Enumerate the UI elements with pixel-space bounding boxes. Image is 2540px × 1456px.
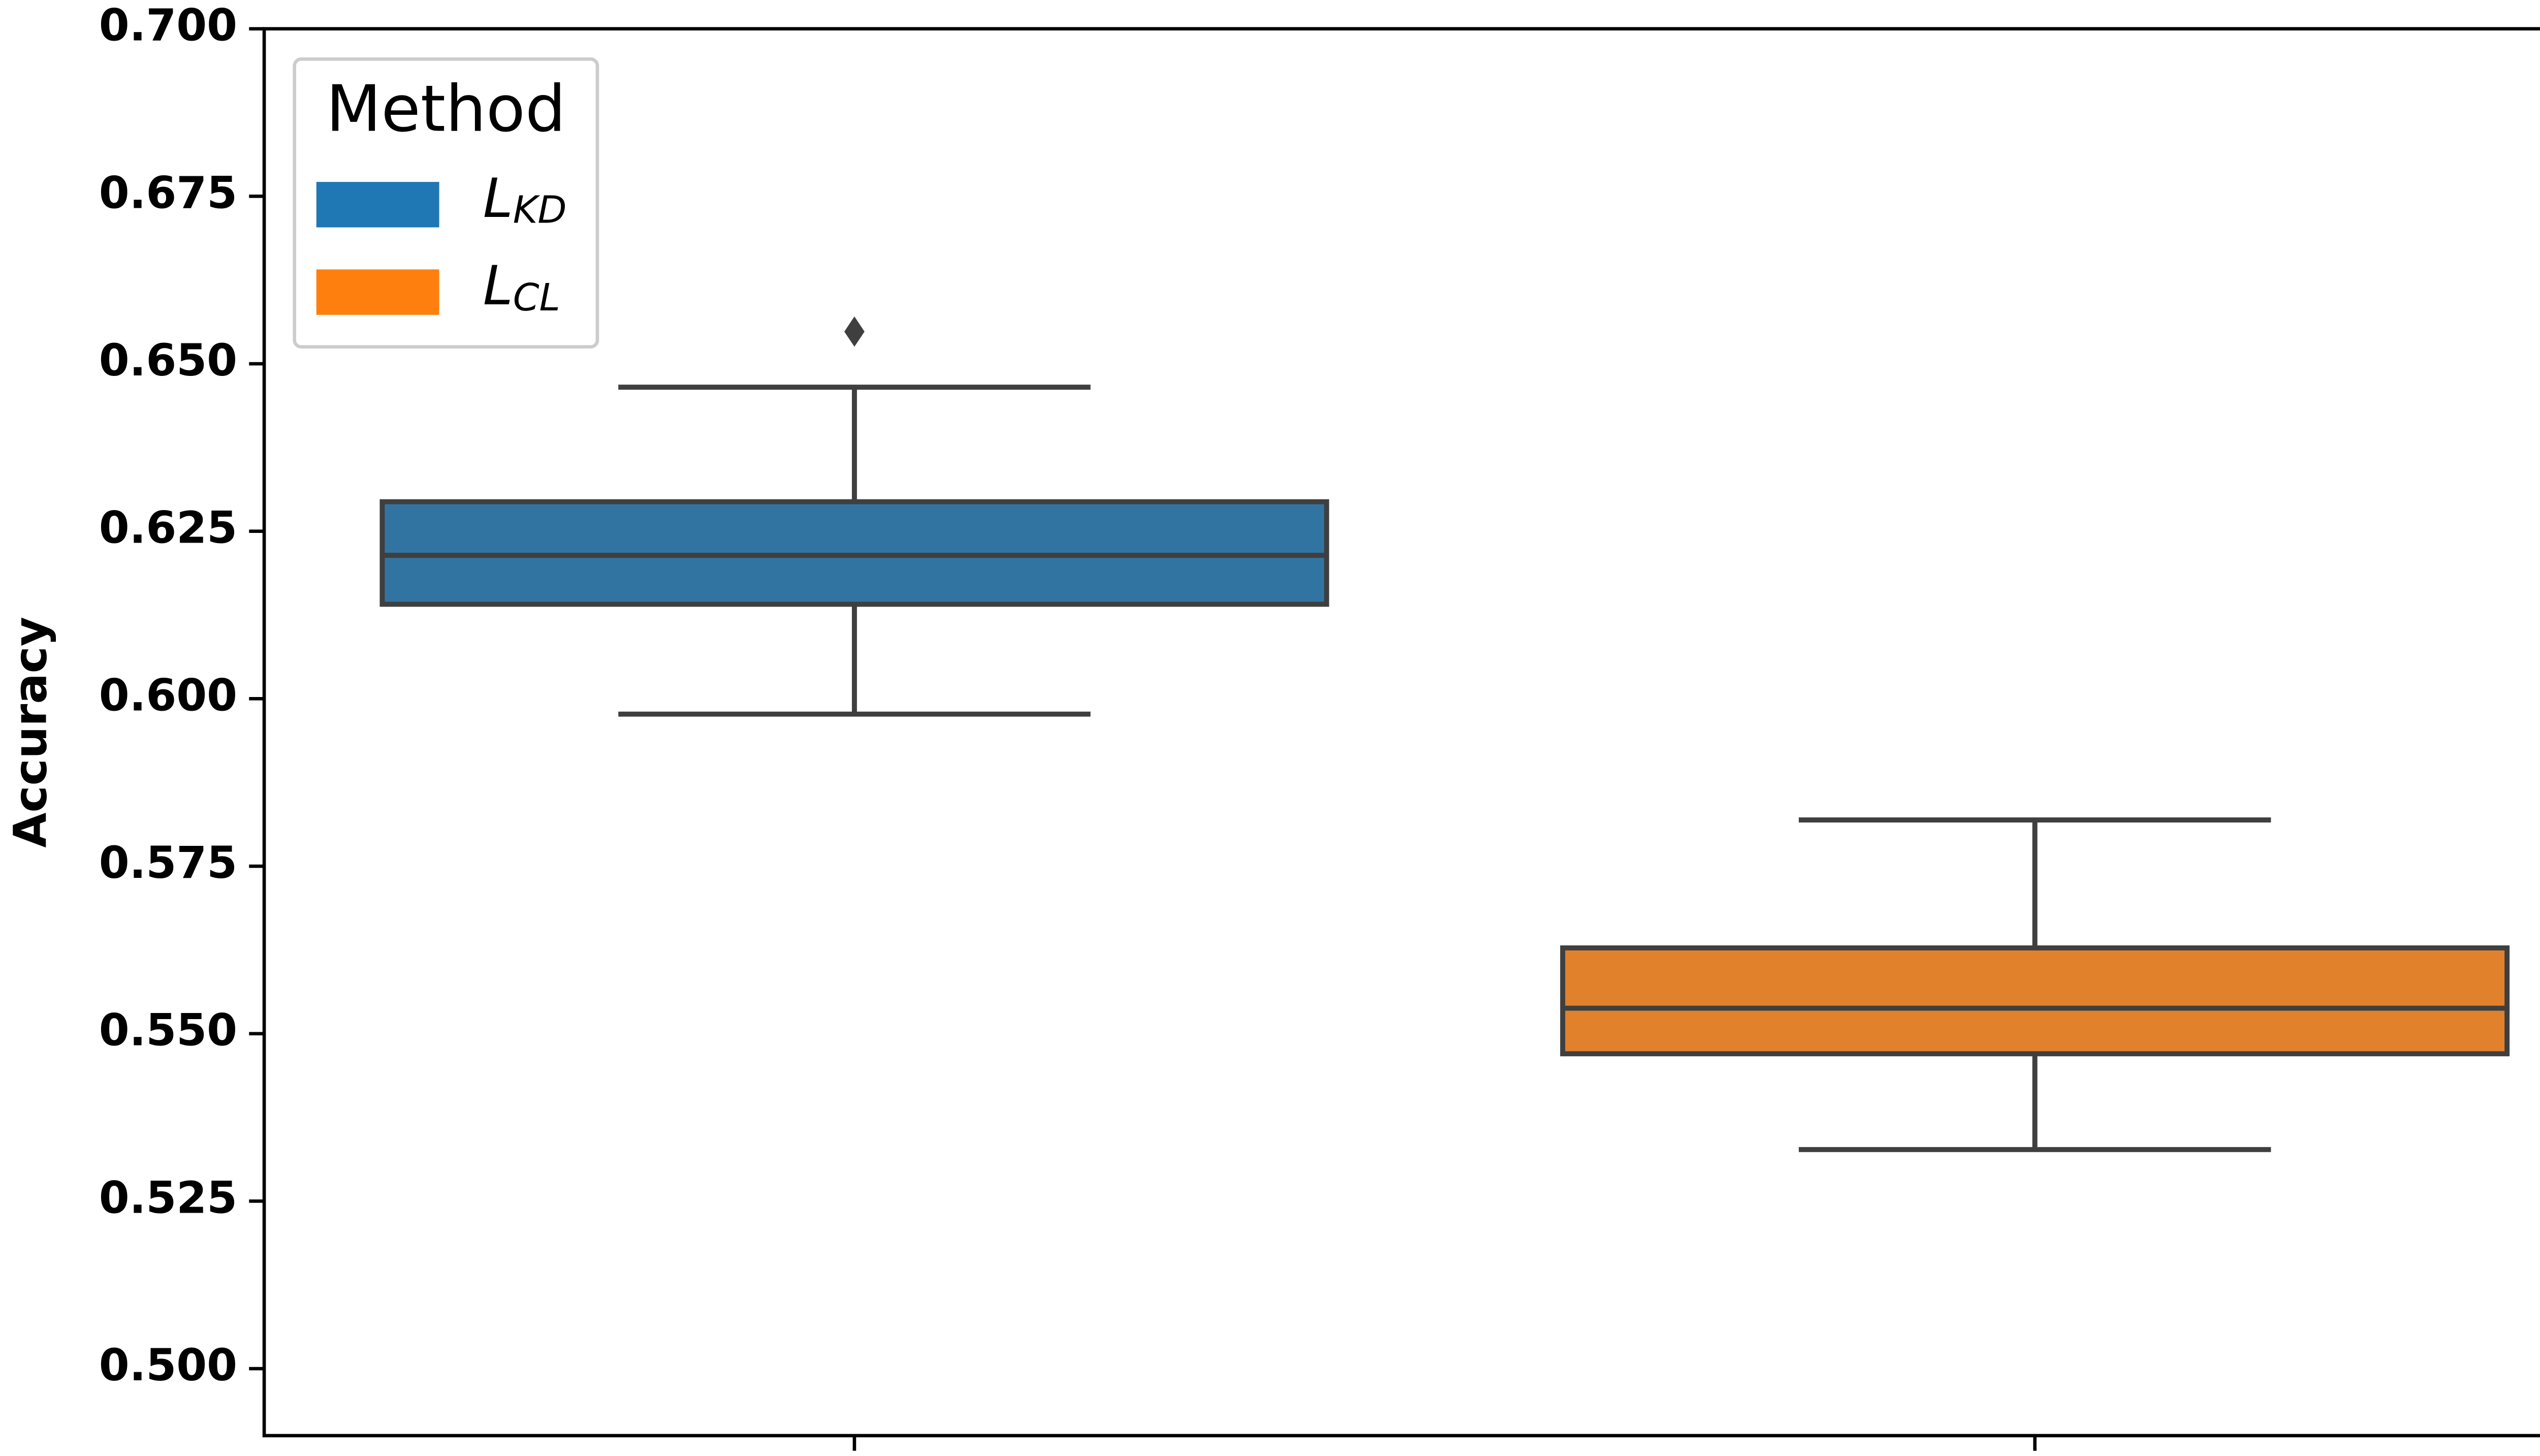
legend-swatch: [316, 269, 439, 315]
legend-title: Method: [326, 71, 566, 146]
legend-swatch: [316, 182, 439, 228]
plot-frame: [262, 27, 2540, 1438]
y-tick-label: 0.575: [99, 838, 237, 889]
y-tick-label: 0.600: [99, 671, 237, 721]
y-tick-label: 0.500: [99, 1340, 237, 1391]
y-tick-label: 0.525: [99, 1173, 237, 1224]
y-tick-label: 0.650: [99, 335, 237, 386]
y-tick-label: 0.675: [99, 168, 237, 219]
y-tick-label: 0.625: [99, 503, 237, 554]
legend-label: LCL: [483, 255, 560, 320]
y-tick-label: 0.700: [99, 1, 237, 51]
y-tick-label: 0.550: [99, 1005, 237, 1056]
legend-label: LKD: [483, 167, 567, 232]
outlier: [844, 316, 865, 347]
y-axis-label: Accuracy: [5, 617, 57, 848]
box: [1560, 945, 2510, 1057]
